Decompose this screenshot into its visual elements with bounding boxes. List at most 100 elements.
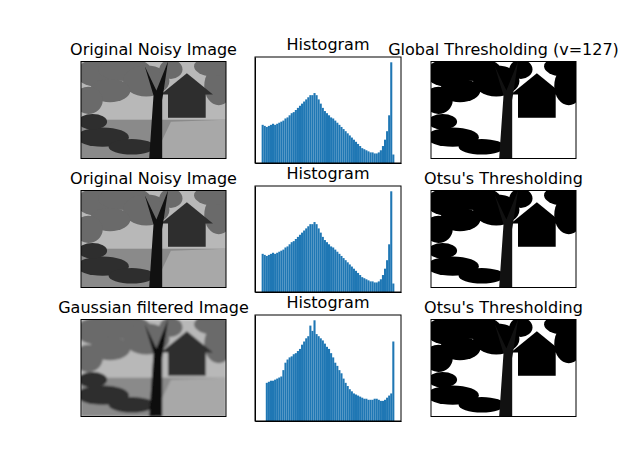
histogram-bar [289, 115, 291, 163]
axes-frame [255, 315, 401, 421]
image-roof [161, 202, 213, 223]
histogram-bar [369, 281, 371, 292]
histogram-bar [301, 345, 303, 421]
histogram-bar [322, 340, 324, 421]
histogram-bar [343, 258, 345, 292]
histogram-bar [349, 135, 351, 163]
image-content [81, 62, 226, 159]
image-path [504, 249, 577, 288]
histogram-bar [272, 124, 274, 163]
histogram-bar [336, 123, 338, 163]
histogram-bar [309, 224, 311, 292]
histogram-bar [351, 391, 353, 421]
panel-title: Gaussian filtered Image [58, 298, 249, 317]
image-trunk [145, 320, 168, 417]
image-bush [109, 139, 155, 155]
histogram-bar [347, 386, 349, 421]
histogram-bar [340, 256, 342, 292]
histogram-bar [305, 338, 307, 421]
histogram-bar [378, 152, 380, 163]
histogram-bar [374, 282, 376, 292]
histogram-bar [357, 396, 359, 421]
histogram-bar [338, 254, 340, 292]
histogram-bar [353, 269, 355, 292]
histogram-bar [334, 363, 336, 421]
histogram-bar [386, 260, 388, 292]
histogram-bar [359, 146, 361, 163]
image-content [81, 320, 226, 417]
histogram-bar [316, 334, 318, 421]
histogram-bar [340, 127, 342, 163]
image-foliage [194, 320, 226, 335]
histogram-bar [351, 267, 353, 292]
histogram-bar [274, 125, 276, 163]
histogram-bar [305, 228, 307, 292]
histogram-bar [278, 378, 280, 421]
histogram-bar [361, 398, 363, 421]
image-frame [431, 191, 576, 288]
image-content [431, 320, 576, 417]
histogram-bar [390, 393, 392, 421]
histogram-bar [374, 153, 376, 163]
axes-frame [255, 186, 401, 292]
histogram-bar [349, 389, 351, 421]
histogram-bar [376, 153, 378, 163]
panel-title: Histogram [287, 293, 370, 312]
histogram-bar [280, 376, 282, 421]
histogram-bar [380, 279, 382, 292]
panel-title: Original Noisy Image [70, 169, 237, 188]
image-frame [81, 191, 226, 288]
histogram-bar [347, 262, 349, 292]
bars [262, 62, 395, 163]
bars [266, 320, 395, 421]
histogram-bar [287, 360, 289, 421]
panel: Histogram [255, 293, 402, 422]
histogram-bar [324, 111, 326, 163]
image-content [431, 62, 576, 159]
histogram-bar [334, 250, 336, 292]
histogram-bar [320, 338, 322, 421]
histogram-bar [278, 123, 280, 163]
histogram-bar [338, 370, 340, 421]
histogram-bar [318, 228, 320, 292]
histogram-bar [287, 246, 289, 292]
histogram-bar [309, 95, 311, 163]
histogram-bar [297, 237, 299, 292]
histogram-bar [365, 150, 367, 163]
image-trunk [495, 62, 518, 159]
panel: Gaussian filtered Image [58, 298, 249, 417]
histogram-bar [388, 396, 390, 421]
histogram-bar [372, 400, 374, 421]
histogram-bar [309, 326, 311, 421]
image-trunk [495, 320, 518, 417]
image-bush [81, 372, 107, 388]
histogram-bar [280, 122, 282, 163]
histogram-bar [353, 140, 355, 163]
histogram-bar [293, 241, 295, 292]
histogram-bar [276, 253, 278, 292]
histogram-bar [343, 129, 345, 163]
panel-title: Histogram [287, 35, 370, 54]
histogram-bar [384, 400, 386, 421]
panel: Otsu's Thresholding [424, 298, 584, 417]
histogram-bar [326, 347, 328, 421]
histogram-bar [268, 382, 270, 421]
histogram-bar [270, 381, 272, 421]
histogram-bar [378, 400, 380, 421]
image-building [518, 351, 556, 376]
histogram-bar [266, 256, 268, 292]
histogram-bar [369, 152, 371, 163]
image-foliage [544, 191, 576, 206]
histogram-bar [291, 356, 293, 421]
panel: Histogram [255, 35, 402, 164]
histogram-bar [324, 344, 326, 421]
histogram-bar [326, 113, 328, 163]
axes-frame [255, 57, 401, 163]
image-foliage [194, 191, 226, 206]
histogram-bar [330, 246, 332, 292]
histogram-bar [328, 115, 330, 163]
histogram-bar [345, 383, 347, 421]
histogram-bar [299, 106, 301, 163]
histogram-bar [282, 121, 284, 163]
image-trunk [495, 191, 518, 288]
